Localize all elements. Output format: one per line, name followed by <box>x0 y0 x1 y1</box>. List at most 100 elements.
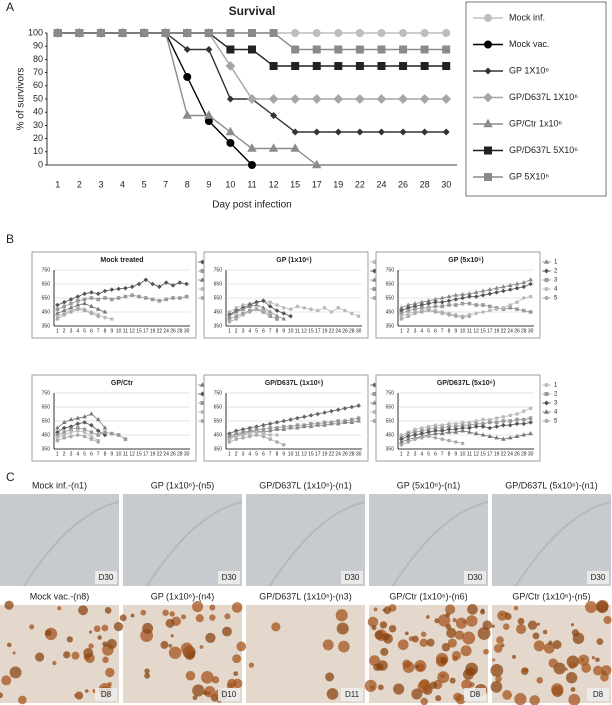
stain <box>78 605 88 616</box>
chart-title: GP/D637L (5x10⁶) <box>437 380 495 387</box>
marker <box>406 308 410 313</box>
marker <box>377 29 386 37</box>
x-tick-label: 10 <box>116 451 122 457</box>
marker <box>480 432 486 437</box>
x-tick-label: 8 <box>276 328 279 334</box>
x-tick-label: 4 <box>248 451 251 457</box>
marker <box>349 404 355 410</box>
x-tick-label: 19 <box>333 179 343 189</box>
marker <box>82 291 87 297</box>
stain <box>495 675 502 683</box>
stain <box>411 635 419 643</box>
x-tick-label: 24 <box>163 451 169 457</box>
marker <box>322 422 327 427</box>
chart-title: GP (5x10⁶) <box>448 257 483 264</box>
stain <box>514 693 527 705</box>
stain <box>595 657 600 663</box>
marker <box>473 289 479 294</box>
x-tick-label: 15 <box>308 451 314 457</box>
marker <box>204 110 214 119</box>
stain <box>596 638 604 646</box>
stain <box>236 641 247 652</box>
marker <box>399 62 408 70</box>
marker <box>342 406 348 411</box>
x-tick-label: 26 <box>514 328 520 334</box>
stain <box>195 614 204 623</box>
x-tick-label: 19 <box>322 328 328 334</box>
stain <box>404 631 409 636</box>
stain <box>4 600 14 610</box>
marker <box>102 288 108 294</box>
marker <box>89 437 94 442</box>
x-tick-label: 12 <box>129 451 135 457</box>
marker <box>501 419 506 423</box>
marker <box>96 297 101 302</box>
marker <box>473 294 479 299</box>
marker <box>268 314 272 318</box>
marker <box>377 62 386 70</box>
stain <box>493 644 503 653</box>
stain <box>12 651 16 655</box>
stain <box>113 621 124 632</box>
stain <box>0 692 3 699</box>
marker <box>62 436 66 440</box>
marker <box>234 437 238 442</box>
stain <box>596 600 609 614</box>
marker <box>528 281 533 287</box>
y-tick-label: 0 <box>38 159 43 169</box>
marker <box>521 284 527 290</box>
stain <box>379 621 388 629</box>
x-tick-label: 17 <box>487 328 493 334</box>
marker <box>446 294 452 299</box>
marker <box>248 45 256 54</box>
x-tick-label: 12 <box>301 328 307 334</box>
marker <box>460 428 465 433</box>
x-tick-label: 3 <box>70 451 73 457</box>
stain <box>226 682 234 689</box>
marker <box>442 128 450 136</box>
marker <box>103 315 107 320</box>
marker <box>69 427 73 432</box>
x-tick-label: 15 <box>136 328 142 334</box>
marker <box>399 433 404 437</box>
stain <box>371 625 377 631</box>
marker <box>315 422 321 427</box>
marker <box>288 425 293 430</box>
stain <box>440 656 448 665</box>
marker <box>522 409 526 414</box>
x-tick-label: 5 <box>83 328 86 334</box>
x-tick-label: 28 <box>521 328 527 334</box>
marker <box>291 62 300 70</box>
y-tick-label: 550 <box>214 295 223 301</box>
micrograph <box>119 601 247 703</box>
marker <box>494 424 499 429</box>
x-tick-label: 15 <box>136 451 142 457</box>
x-tick-label: 22 <box>355 179 365 189</box>
micrograph <box>123 494 243 587</box>
stain <box>325 672 335 682</box>
x-tick-label: 6 <box>262 451 265 457</box>
marker <box>274 308 280 313</box>
x-tick-label: 30 <box>184 451 190 457</box>
stain <box>74 691 84 700</box>
day-badge <box>95 688 117 701</box>
marker <box>157 284 162 290</box>
marker <box>144 296 148 300</box>
marker <box>311 94 322 104</box>
stain <box>373 663 381 671</box>
marker <box>433 423 438 428</box>
x-tick-label: 24 <box>507 451 513 457</box>
legend-label: 5 <box>554 419 558 425</box>
marker <box>247 94 257 104</box>
stain <box>446 627 457 639</box>
marker <box>205 45 213 54</box>
marker <box>460 295 465 301</box>
stain <box>192 695 198 701</box>
marker <box>95 291 101 297</box>
marker <box>528 277 533 282</box>
micrograph-label: GP (1x10⁶)-(n5) <box>151 480 215 490</box>
tissue-edge <box>22 501 120 587</box>
x-tick-label: 5 <box>427 328 430 334</box>
marker <box>116 433 121 437</box>
marker <box>290 143 300 152</box>
